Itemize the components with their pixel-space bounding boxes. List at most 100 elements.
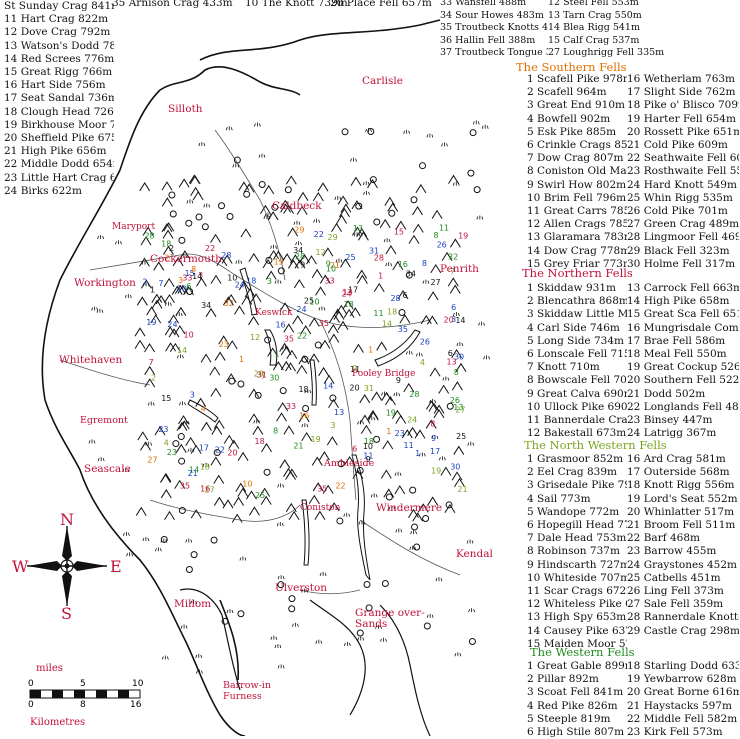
fell-number: 10 [527,191,541,204]
fell-marker [196,277,207,287]
fell-height: 710m [569,361,600,374]
fell-number-marker: 27 [147,456,157,465]
fell-name: Long Side [537,334,591,347]
fell-number-marker: 16 [275,320,285,329]
fell-marker [280,346,292,356]
scale-km-tick-0: 0 [28,700,34,710]
fell-number-marker: 23 [167,448,177,457]
fell-marker [289,254,301,264]
fell-name: Whin Rigg [643,191,700,204]
fell-name: Birkhouse Moor [20,118,107,131]
list-item: 22 Barf 468m [627,532,739,545]
marsh-marker [426,613,434,618]
woodland-marker [469,129,477,137]
list-item: 5 Esk Pike 885m [527,126,627,139]
fell-marker [292,315,304,325]
fell-height: 826m [587,699,618,712]
list-item: 18 Knott Rigg 556m [627,479,739,492]
fell-marker [417,503,429,513]
fell-marker [137,431,149,441]
fell-marker [335,304,347,314]
town-egremont: Egremont [80,415,128,426]
fell-number-marker: 17 [430,447,440,456]
western-fells-title: The Western Fells [530,645,635,659]
fell-number-marker: 34 [201,301,211,310]
marsh-marker [115,240,122,245]
fell-marker [176,421,188,431]
woodland-marker [190,551,198,559]
marsh-marker [96,308,104,313]
fell-name: Harter Fell [643,112,703,125]
fell-marker [339,207,350,218]
fell-name: Graystones [643,558,704,571]
fell-height: 616m [712,686,739,699]
fell-number-marker: 10 [242,479,252,488]
fell-marker [190,186,202,196]
list-item: 4 Bowfell 902m [527,113,627,126]
fell-marker [218,335,230,345]
woodland-marker [409,486,417,494]
marsh-marker [160,538,168,543]
fell-name: Cold Pike [643,139,695,152]
fell-number: 6 [527,348,534,361]
fell-name: Rosthwaite Fell [643,165,727,178]
fell-number: 15 [527,637,541,650]
list-item: 7 Dow Crag 807m [527,152,627,165]
fell-number-marker: 30 [269,374,279,383]
marsh-marker [380,637,387,642]
list-item: 22 Longlands Fell 483m [627,401,739,414]
fell-number: 19 [4,118,18,131]
marsh-marker [313,218,320,223]
fell-number-marker: 19 [274,258,284,267]
fell-height: 663m [712,282,739,294]
fell-number: 24 [4,184,18,197]
fell-height: 451m [690,571,721,584]
list-item: 2 Eel Crag 839m [527,466,627,479]
fell-name: St Sunday Crag [4,0,88,12]
fell-number: 13 [4,39,18,52]
marsh-marker [403,129,411,134]
fell-name: Grey Friar [543,257,600,270]
fell-number: 23 [627,165,641,178]
fell-marker [283,323,295,333]
fell-marker [210,387,222,397]
fell-height: 656m [76,145,107,158]
fell-marker [357,231,369,241]
fell-marker [385,245,397,255]
fell-marker [283,467,294,477]
marsh-marker [422,279,430,284]
marsh-marker [177,354,184,359]
fell-height: 541m [612,22,640,34]
fell-name: Wetherlam [643,73,702,85]
fell-marker [451,381,463,391]
fell-height: 552m [707,492,738,505]
fell-number: 1 [527,282,534,294]
fell-marker [213,496,225,506]
fell-marker [449,284,461,294]
fell-marker [448,174,459,184]
list-item: 5 Long Side 734m [527,335,627,348]
fell-number: 2 [527,295,534,308]
fell-marker [340,258,351,268]
woodland-marker [356,467,364,475]
fell-number-marker: 19 [431,466,441,475]
fell-marker [296,205,308,215]
fell-marker [262,258,274,269]
fell-name: High Stile [537,726,591,739]
list-item: 23 Kirk Fell 573m [627,726,739,739]
fell-height: 715m [610,348,627,361]
fell-number-marker: 8 [422,259,427,268]
fell-name: Dow Crag [543,244,597,257]
woodland-marker [381,579,389,587]
marsh-marker [304,389,312,394]
scale-mile-tick-0: 0 [28,679,34,689]
fell-marker [150,314,162,324]
fell-number-marker: 30 [450,462,460,471]
fell-height: 447m [682,414,713,427]
marsh-marker [481,124,489,129]
fell-height: 727m [599,558,627,571]
fell-number-marker: 16 [398,260,408,269]
fell-name: Great Rigg [20,66,79,79]
fell-number: 10 [527,571,541,584]
fell-number: 7 [527,152,534,165]
